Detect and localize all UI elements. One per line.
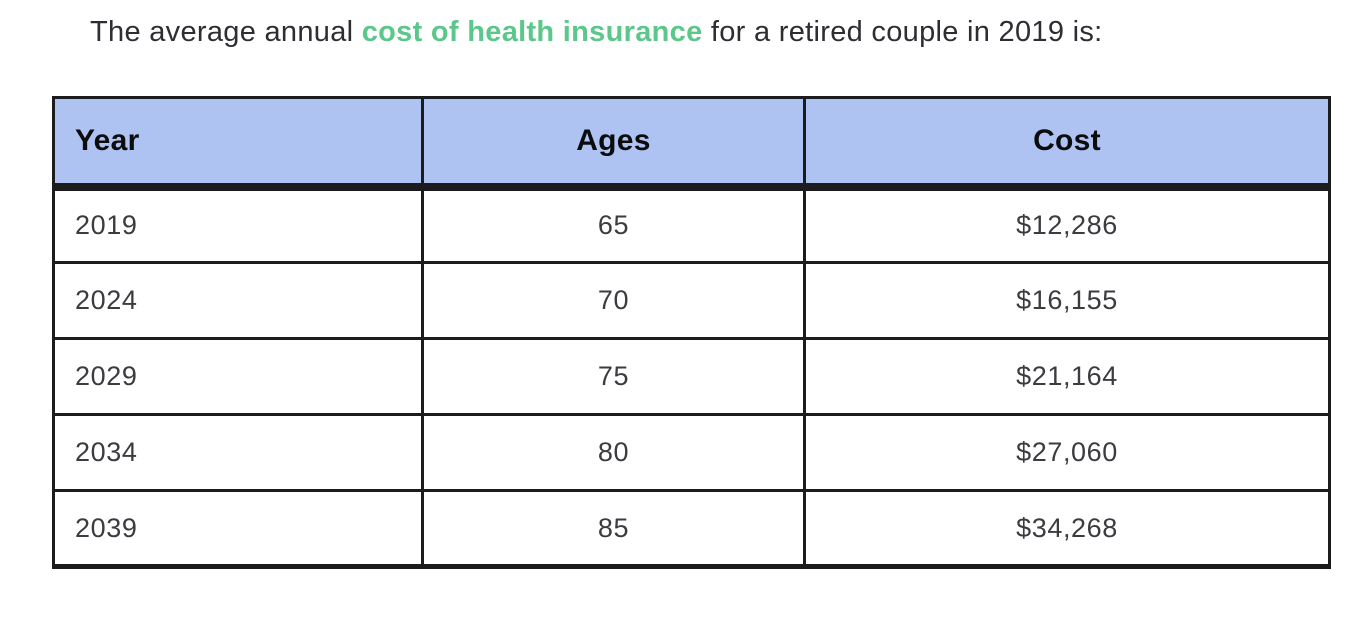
column-header-cost: Cost	[803, 96, 1331, 191]
year-cell: 2034	[52, 413, 424, 492]
ages-cell: 80	[421, 413, 806, 492]
table-row: 2029 75 $21,164	[52, 337, 1331, 416]
title-suffix: for a retired couple in 2019 is:	[702, 16, 1103, 48]
ages-cell: 85	[421, 489, 806, 569]
table-row: 2039 85 $34,268	[52, 489, 1331, 569]
table-row: 2019 65 $12,286	[52, 185, 1331, 264]
ages-cell: 65	[421, 185, 806, 264]
year-cell: 2029	[52, 337, 424, 416]
cost-cell: $12,286	[803, 185, 1331, 264]
page-title: The average annual cost of health insura…	[0, 0, 1354, 50]
column-header-year: Year	[52, 96, 424, 191]
header-row: Year Ages Cost	[52, 96, 1331, 191]
column-header-ages: Ages	[421, 96, 806, 191]
cost-table-header: Year Ages Cost	[52, 96, 1331, 191]
title-prefix: The average annual	[90, 16, 362, 48]
ages-cell: 75	[421, 337, 806, 416]
table-row: 2034 80 $27,060	[52, 413, 1331, 492]
year-cell: 2039	[52, 489, 424, 569]
year-cell: 2024	[52, 261, 424, 340]
cost-cell: $27,060	[803, 413, 1331, 492]
ages-cell: 70	[421, 261, 806, 340]
cost-cell: $16,155	[803, 261, 1331, 340]
cost-table: Year Ages Cost 2019 65 $12,286 2024 70 $…	[52, 96, 1331, 569]
table-row: 2024 70 $16,155	[52, 261, 1331, 340]
cost-cell: $34,268	[803, 489, 1331, 569]
cost-table-body: 2019 65 $12,286 2024 70 $16,155 2029 75 …	[52, 185, 1331, 569]
title-highlight: cost of health insurance	[361, 16, 703, 48]
cost-cell: $21,164	[803, 337, 1331, 416]
year-cell: 2019	[52, 185, 424, 264]
